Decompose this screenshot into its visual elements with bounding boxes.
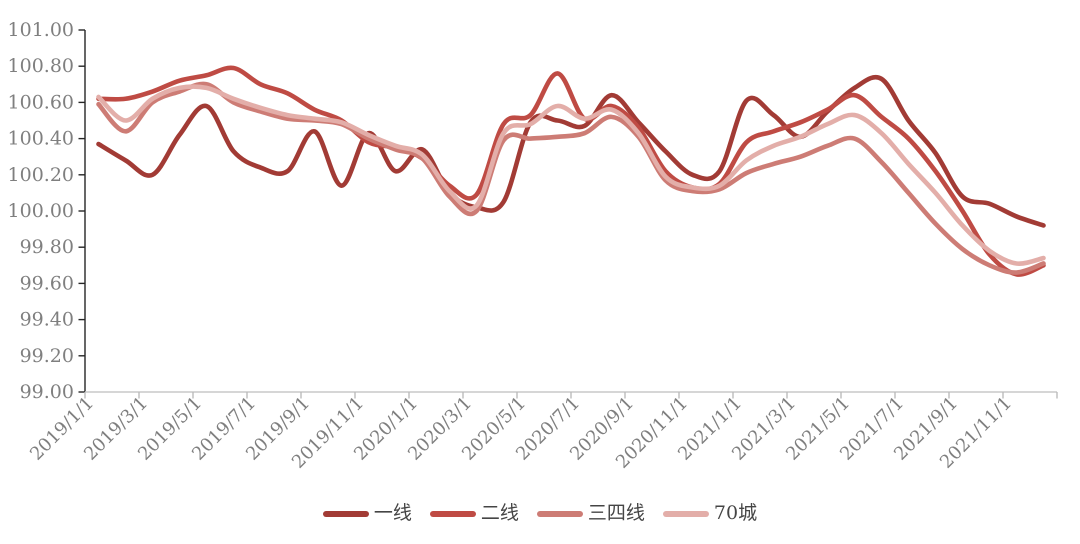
y-tick-label: 101.00: [8, 19, 74, 41]
series-line-1: [96, 65, 1046, 277]
y-tick-label: 99.80: [20, 236, 74, 258]
legend-swatch-yixian: [322, 510, 369, 517]
chart-legend: 一线 二线 三四线 70城: [0, 504, 1080, 523]
legend-label-sansixian: 三四线: [587, 502, 645, 524]
legend-item-70cheng: 70城: [662, 502, 758, 524]
y-tick-label: 100.60: [8, 91, 74, 113]
legend-item-erxian: 二线: [429, 502, 519, 524]
y-tick-label: 99.60: [20, 272, 74, 294]
series-line-3: [96, 84, 1046, 266]
series-line-2: [96, 81, 1046, 275]
legend-item-yixian: 一线: [322, 502, 412, 524]
legend-swatch-erxian: [429, 510, 476, 517]
y-tick-label: 99.40: [20, 309, 74, 331]
legend-label-70cheng: 70城: [713, 502, 758, 524]
legend-label-erxian: 二线: [480, 502, 519, 524]
y-tick-label: 100.80: [8, 55, 74, 77]
y-tick-label: 99.00: [20, 381, 74, 403]
legend-swatch-70cheng: [662, 510, 709, 517]
legend-swatch-sansixian: [536, 510, 583, 517]
y-tick-label: 99.20: [20, 345, 74, 367]
y-tick-label: 100.00: [8, 200, 74, 222]
series-line-0: [96, 74, 1046, 228]
legend-item-sansixian: 三四线: [536, 502, 645, 524]
legend-label-yixian: 一线: [373, 502, 412, 524]
y-tick-label: 100.40: [8, 128, 74, 150]
y-tick-label: 100.20: [8, 164, 74, 186]
